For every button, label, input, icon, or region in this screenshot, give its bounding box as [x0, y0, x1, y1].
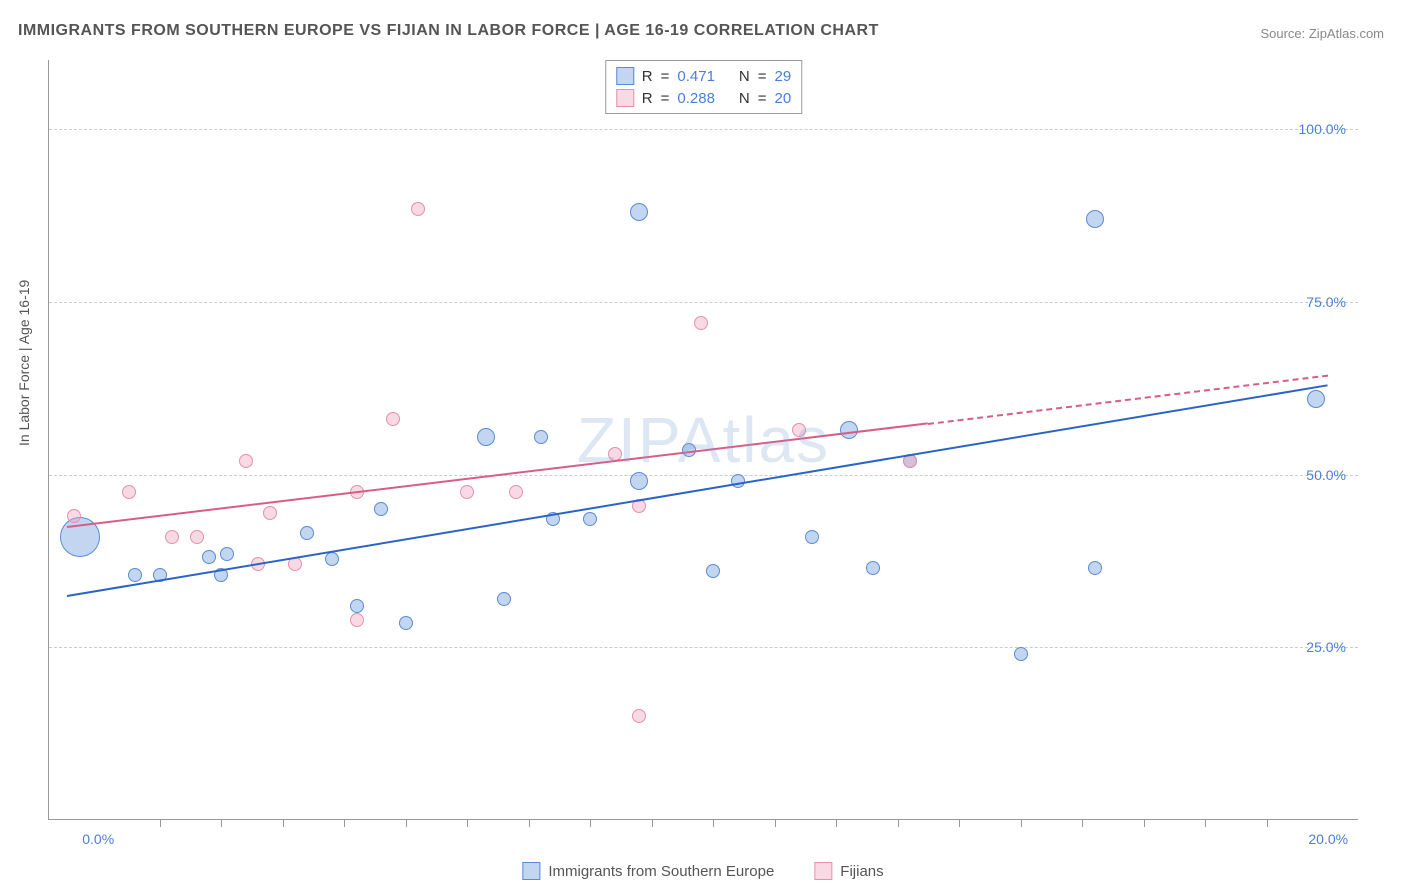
scatter-point: [1307, 390, 1325, 408]
x-tick-mark: [1021, 819, 1022, 827]
chart-title: IMMIGRANTS FROM SOUTHERN EUROPE VS FIJIA…: [18, 22, 879, 40]
scatter-point: [386, 412, 400, 426]
x-tick-mark: [652, 819, 653, 827]
stat-eq: =: [758, 68, 767, 85]
trendline: [67, 423, 928, 529]
gridline: [49, 475, 1358, 476]
legend-label-2: Fijians: [840, 863, 883, 880]
x-tick-mark: [713, 819, 714, 827]
x-tick-mark: [836, 819, 837, 827]
stat-n-label: N: [739, 68, 750, 85]
scatter-point: [792, 423, 806, 437]
stat-r-label: R: [642, 68, 653, 85]
scatter-point: [239, 454, 253, 468]
bottom-legend: Immigrants from Southern Europe Fijians: [522, 862, 883, 880]
swatch-series-2: [616, 89, 634, 107]
gridline: [49, 302, 1358, 303]
scatter-point: [509, 485, 523, 499]
y-axis-label: In Labor Force | Age 16-19: [16, 280, 32, 446]
stat-r-value-1: 0.471: [677, 68, 715, 85]
scatter-point: [805, 530, 819, 544]
x-tick-mark: [1082, 819, 1083, 827]
plot-area: ZIPAtlas R = 0.471 N = 29 R = 0.288 N = …: [48, 60, 1358, 820]
x-tick-mark: [775, 819, 776, 827]
stats-row-series-2: R = 0.288 N = 20: [616, 87, 791, 109]
scatter-point: [350, 613, 364, 627]
scatter-point: [350, 599, 364, 613]
stat-n-label: N: [739, 90, 750, 107]
x-tick-mark: [1144, 819, 1145, 827]
x-tick-mark: [221, 819, 222, 827]
scatter-point: [411, 202, 425, 216]
scatter-point: [477, 428, 495, 446]
scatter-point: [374, 502, 388, 516]
scatter-point: [1088, 561, 1102, 575]
x-tick-mark: [406, 819, 407, 827]
scatter-point: [694, 316, 708, 330]
legend-item-1: Immigrants from Southern Europe: [522, 862, 774, 880]
x-tick-mark: [529, 819, 530, 827]
x-tick-label: 0.0%: [82, 831, 114, 847]
x-tick-mark: [898, 819, 899, 827]
scatter-point: [399, 616, 413, 630]
scatter-point: [840, 421, 858, 439]
scatter-point: [630, 472, 648, 490]
stat-n-value-2: 20: [775, 90, 792, 107]
scatter-point: [128, 568, 142, 582]
legend-label-1: Immigrants from Southern Europe: [548, 863, 774, 880]
y-tick-label: 50.0%: [1306, 467, 1346, 483]
y-tick-label: 75.0%: [1306, 294, 1346, 310]
scatter-point: [866, 561, 880, 575]
scatter-point: [263, 506, 277, 520]
scatter-point: [165, 530, 179, 544]
scatter-point: [300, 526, 314, 540]
y-tick-label: 100.0%: [1299, 121, 1346, 137]
y-tick-label: 25.0%: [1306, 639, 1346, 655]
scatter-point: [220, 547, 234, 561]
stat-r-label: R: [642, 90, 653, 107]
stat-r-value-2: 0.288: [677, 90, 715, 107]
scatter-point: [497, 592, 511, 606]
scatter-point: [583, 512, 597, 526]
scatter-point: [460, 485, 474, 499]
scatter-point: [1086, 210, 1104, 228]
scatter-point: [630, 203, 648, 221]
x-tick-mark: [1267, 819, 1268, 827]
stats-legend: R = 0.471 N = 29 R = 0.288 N = 20: [605, 60, 802, 114]
x-tick-mark: [590, 819, 591, 827]
scatter-point: [1014, 647, 1028, 661]
stat-n-value-1: 29: [775, 68, 792, 85]
x-tick-label: 20.0%: [1308, 831, 1348, 847]
swatch-legend-1: [522, 862, 540, 880]
source-attribution: Source: ZipAtlas.com: [1260, 26, 1384, 41]
scatter-point: [190, 530, 204, 544]
x-tick-mark: [283, 819, 284, 827]
stat-eq: =: [758, 90, 767, 107]
gridline: [49, 647, 1358, 648]
stat-eq: =: [661, 90, 670, 107]
x-tick-mark: [959, 819, 960, 827]
scatter-point: [122, 485, 136, 499]
x-tick-mark: [344, 819, 345, 827]
chart-container: IMMIGRANTS FROM SOUTHERN EUROPE VS FIJIA…: [0, 0, 1406, 892]
x-tick-mark: [160, 819, 161, 827]
swatch-series-1: [616, 67, 634, 85]
scatter-point: [67, 509, 81, 523]
x-tick-mark: [1205, 819, 1206, 827]
scatter-point: [706, 564, 720, 578]
legend-item-2: Fijians: [814, 862, 883, 880]
x-tick-mark: [467, 819, 468, 827]
scatter-point: [534, 430, 548, 444]
scatter-point: [632, 709, 646, 723]
stats-row-series-1: R = 0.471 N = 29: [616, 65, 791, 87]
gridline: [49, 129, 1358, 130]
stat-eq: =: [661, 68, 670, 85]
scatter-point: [202, 550, 216, 564]
scatter-point: [325, 552, 339, 566]
swatch-legend-2: [814, 862, 832, 880]
